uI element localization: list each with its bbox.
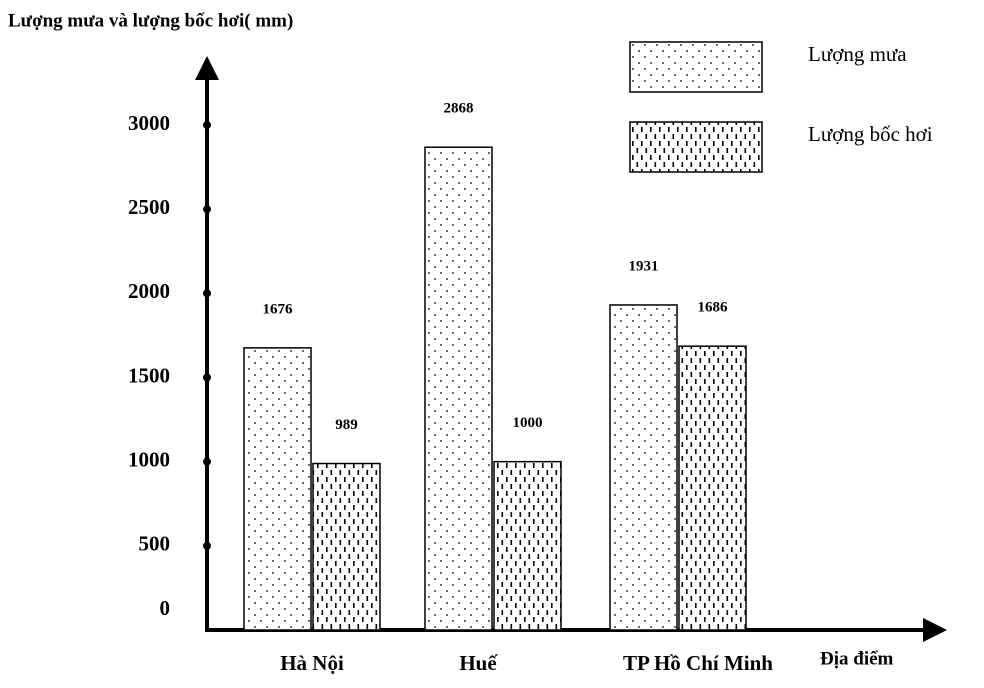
legend-swatch: [629, 121, 763, 173]
y-tick-label: 0: [160, 596, 171, 620]
bar: [493, 460, 562, 631]
y-axis-label: Lượng mưa và lượng bốc hơi( mm): [8, 10, 293, 31]
y-tick-label: 500: [139, 532, 171, 556]
bar: [243, 347, 312, 631]
legend-label: Lượng bốc hơi: [808, 122, 933, 146]
value-label: 2868: [444, 101, 474, 117]
y-tick: [203, 121, 211, 129]
y-tick-label: 1000: [128, 447, 170, 471]
y-tick: [203, 457, 211, 466]
y-tick: [203, 373, 211, 382]
y-tick-label: 2500: [128, 195, 170, 219]
value-label: 1931: [629, 258, 659, 274]
bar: [678, 345, 747, 631]
y-tick-label: 1500: [128, 363, 170, 387]
value-label: 989: [335, 417, 358, 433]
x-tick-label: Hà Nội: [280, 651, 344, 675]
y-tick: [203, 289, 211, 298]
x-axis-label: Địa điểm: [820, 648, 894, 669]
legend-swatch: [629, 41, 763, 93]
value-label: 1676: [263, 301, 294, 317]
bar: [609, 304, 678, 631]
value-label: 1000: [513, 415, 543, 431]
legend-label: Lượng mưa: [808, 42, 907, 66]
x-tick-label: Huế: [459, 651, 498, 675]
y-tick: [203, 205, 211, 214]
x-tick-label: TP Hồ Chí Minh: [623, 651, 773, 675]
bar: [312, 462, 381, 631]
y-tick-label: 3000: [128, 111, 170, 135]
y-tick: [203, 541, 211, 550]
value-label: 1686: [698, 300, 729, 316]
bar: [424, 146, 493, 631]
y-tick-label: 2000: [128, 279, 170, 303]
